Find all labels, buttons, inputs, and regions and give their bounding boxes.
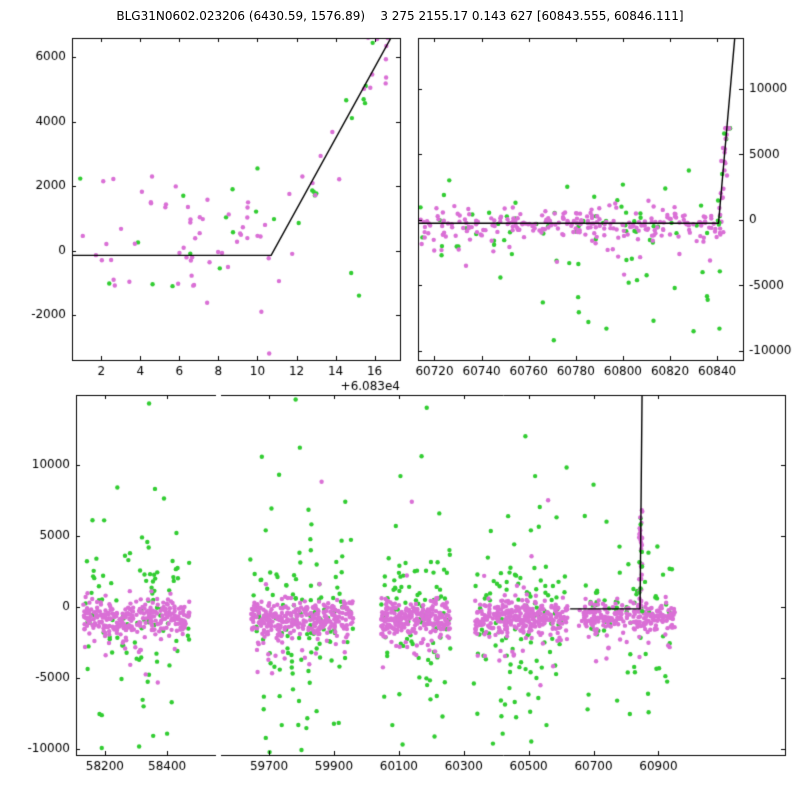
figure-title: BLG31N0602.023206 (6430.59, 1576.89) 3 2… xyxy=(116,9,684,23)
